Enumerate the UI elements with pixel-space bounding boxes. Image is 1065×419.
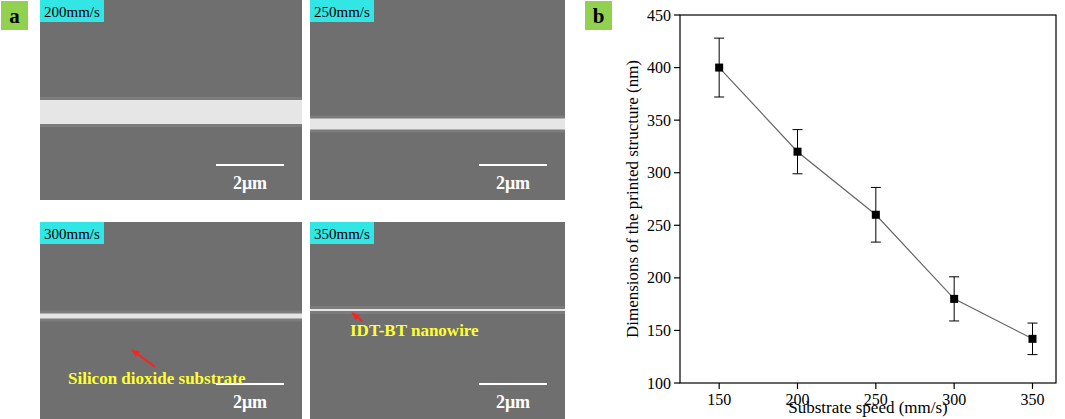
scale-bar <box>479 383 547 385</box>
sem-image: 350mm/s 2μm IDT-BT nanowire <box>310 222 565 419</box>
sem-nanowire <box>40 100 302 124</box>
data-point <box>950 295 958 303</box>
error-bar-cap <box>714 38 724 39</box>
sem-background <box>40 0 302 200</box>
annotation-arrow <box>352 313 362 321</box>
speed-label-box <box>310 0 374 22</box>
error-bar <box>714 38 724 97</box>
panel-label-box <box>585 1 612 30</box>
figure-svg: a 200mm/s 2μm 250mm/s 2μm 300mm/s 2μm Silicon d… <box>0 0 1065 419</box>
scale-bar <box>216 164 284 166</box>
annotation-arrowhead <box>352 313 360 320</box>
scale-bar-label: 2μm <box>233 173 267 193</box>
y-tick-label: 250 <box>647 217 671 234</box>
panel-label: a <box>9 4 20 28</box>
speed-label: 350mm/s <box>314 226 370 242</box>
series-line <box>719 68 1032 339</box>
x-axis-title: Substrate speed (mm/s) <box>788 398 948 417</box>
scale-bar-label: 2μm <box>496 173 530 193</box>
data-point <box>715 64 723 72</box>
error-bar-cap <box>1028 354 1038 355</box>
data-point <box>872 211 880 219</box>
y-tick-label: 150 <box>647 322 671 339</box>
sem-image: 200mm/s 2μm <box>40 0 302 200</box>
sem-image-content <box>310 0 565 200</box>
sem-background <box>310 222 565 419</box>
scale-bar <box>479 164 547 166</box>
panel-label-box <box>1 1 28 30</box>
sem-glow <box>40 97 302 127</box>
x-tick <box>875 383 876 389</box>
annotation-arrow <box>132 350 155 367</box>
annotation-arrowhead <box>132 350 140 357</box>
speed-label: 300mm/s <box>44 226 100 242</box>
error-bar-cap <box>714 97 724 98</box>
sem-image-content <box>310 222 565 419</box>
x-tick-label: 350 <box>1021 391 1045 408</box>
x-tick <box>954 383 955 389</box>
speed-label-box <box>40 222 104 244</box>
scale-bar-label: 2μm <box>233 392 267 412</box>
error-bar-cap <box>871 187 881 188</box>
error-bar <box>793 130 803 174</box>
y-tick <box>674 120 680 121</box>
panel-label: b <box>593 4 605 28</box>
error-bar <box>871 187 881 242</box>
sem-image: 250mm/s 2μm <box>310 0 565 200</box>
y-tick <box>674 382 680 383</box>
sem-glow <box>40 311 302 322</box>
data-point <box>1029 335 1037 343</box>
y-tick-label: 300 <box>647 164 671 181</box>
y-tick-label: 200 <box>647 269 671 286</box>
axes: 100150200250300350400450150200250300350S… <box>623 7 1056 418</box>
speed-label-box <box>40 0 104 22</box>
figure: a 200mm/s 2μm 250mm/s 2μm 300mm/s 2μm Silicon d… <box>0 0 1065 419</box>
y-tick <box>674 67 680 68</box>
speed-label: 250mm/s <box>314 4 370 20</box>
speed-label-box <box>310 222 374 244</box>
sem-image-content <box>40 222 302 419</box>
sem-glow <box>310 116 565 133</box>
y-tick-label: 450 <box>647 7 671 24</box>
y-tick-label: 100 <box>647 375 671 392</box>
error-bar-cap <box>949 320 959 321</box>
sem-image: 300mm/s 2μm Silicon dioxide substrate <box>40 222 302 419</box>
y-tick <box>674 225 680 226</box>
plot-frame <box>680 15 1056 383</box>
error-bar-cap <box>793 129 803 130</box>
y-axis-title: Dimensions of the printed structure (nm) <box>623 60 642 338</box>
y-tick-label: 400 <box>647 59 671 76</box>
error-bar <box>1028 323 1038 355</box>
annotation: Silicon dioxide substrate <box>68 369 246 388</box>
sem-background <box>310 0 565 200</box>
error-bar-cap <box>1028 323 1038 324</box>
y-tick-label: 350 <box>647 112 671 129</box>
sem-nanowire <box>310 119 565 130</box>
error-bar <box>949 277 959 321</box>
sem-nanowire <box>310 309 565 311</box>
error-bar-cap <box>871 242 881 243</box>
x-tick <box>1032 383 1033 389</box>
y-tick <box>674 14 680 15</box>
y-tick <box>674 172 680 173</box>
sem-nanowire <box>40 314 302 319</box>
x-tick <box>719 383 720 389</box>
plot-area <box>714 38 1037 354</box>
error-bar-cap <box>793 173 803 174</box>
annotation: IDT-BT nanowire <box>350 321 479 340</box>
sem-background <box>40 222 302 419</box>
scale-bar-label: 2μm <box>496 392 530 412</box>
error-bar-cap <box>949 276 959 277</box>
data-point <box>794 148 802 156</box>
y-tick <box>674 330 680 331</box>
sem-image-content <box>40 0 302 200</box>
sem-glow <box>310 306 565 314</box>
y-tick <box>674 277 680 278</box>
x-tick-label: 150 <box>707 391 731 408</box>
speed-label: 200mm/s <box>44 4 100 20</box>
x-tick <box>797 383 798 389</box>
